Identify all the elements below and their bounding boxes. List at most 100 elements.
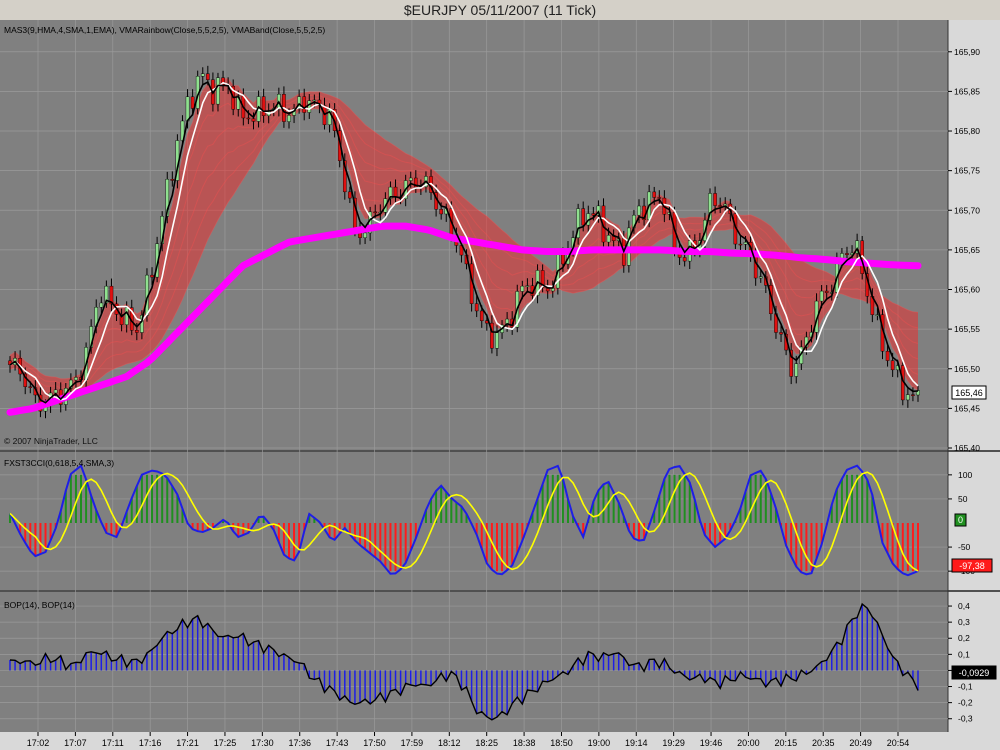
candle-body — [576, 208, 580, 238]
candle-body — [307, 100, 312, 113]
bop-last-badge: -0,0929 — [951, 665, 997, 680]
candle-body — [373, 211, 378, 214]
cci-histogram-bar — [135, 485, 138, 523]
candle-body — [718, 205, 722, 207]
time-tick-label: 18:25 — [475, 738, 498, 748]
candle-body — [916, 390, 920, 396]
candle-body — [236, 95, 241, 110]
candle-body — [342, 160, 347, 193]
candle-body — [251, 118, 256, 122]
candle-body — [713, 193, 717, 206]
cci-histogram-bar — [247, 523, 250, 533]
cci-histogram-bar — [658, 495, 661, 523]
cci-histogram-bar — [638, 523, 641, 541]
cci-histogram-bar — [785, 523, 788, 546]
cci-histogram-bar — [861, 474, 864, 523]
candle-body — [606, 235, 611, 243]
price-tick-label: 165,55 — [954, 324, 980, 334]
price-tick-label: 165,45 — [954, 403, 980, 413]
time-tick-label: 17:11 — [102, 738, 124, 748]
price-panel-label: MAS3(9,HMA,4,SMA,1,EMA), VMARainbow(Clos… — [4, 25, 325, 35]
cci-histogram-bar — [901, 523, 904, 572]
candle-body — [297, 96, 301, 109]
candle-body — [216, 77, 220, 105]
cci-histogram-bar — [298, 523, 301, 552]
bop-tick-label: 0,1 — [958, 649, 970, 659]
cci-histogram-bar — [541, 484, 544, 523]
vma-rainbow-line — [9, 108, 919, 403]
candle-body — [135, 330, 139, 333]
cci-histogram-bar — [455, 502, 458, 523]
cci-histogram-bar — [161, 474, 164, 523]
candle-body — [520, 285, 525, 292]
vma-band-line — [6, 222, 922, 416]
cci-histogram-bar — [125, 511, 128, 523]
time-tick-label: 17:59 — [401, 738, 424, 748]
cci-histogram-bar — [906, 523, 909, 572]
cci-histogram-bar — [445, 491, 448, 523]
time-tick-label: 19:00 — [588, 738, 611, 748]
cci-histogram-bar — [764, 478, 767, 523]
cci-histogram-bar — [840, 478, 843, 523]
cci-histogram-bar — [303, 523, 306, 532]
cci-histogram-bar — [287, 523, 290, 559]
candle-body — [414, 177, 418, 188]
cci-histogram-bar — [759, 474, 762, 523]
cci-histogram-bar — [313, 517, 316, 523]
bop-last-value: -0,0929 — [959, 668, 990, 678]
cci-histogram-bar — [85, 479, 88, 523]
cci-histogram-bar — [49, 523, 52, 541]
candle-body — [408, 177, 413, 181]
candle-body — [708, 193, 712, 221]
cci-histogram-bar — [830, 504, 833, 523]
candle-body — [743, 242, 748, 245]
cci-histogram-bar — [450, 498, 453, 523]
cci-histogram-bar — [917, 523, 919, 572]
candle-body — [490, 322, 494, 349]
cci-histogram-bar — [795, 523, 798, 567]
candle-body — [890, 360, 895, 371]
cci-histogram-bar — [856, 474, 859, 523]
cci-histogram-bar — [440, 485, 443, 523]
candle-body — [525, 285, 530, 287]
cci-tick-label: -50 — [958, 542, 971, 552]
time-tick-label: 18:12 — [438, 738, 461, 748]
cci-histogram-bar — [176, 494, 179, 523]
candle-body — [495, 332, 499, 349]
cci-histogram-bar — [430, 499, 433, 523]
cci-histogram-bar — [866, 479, 869, 523]
candle-body — [657, 197, 662, 199]
vma-rainbow-line — [9, 77, 919, 380]
candle-body — [246, 117, 251, 120]
cci-histogram-bar — [39, 523, 42, 555]
cci-histogram-bar — [911, 523, 914, 572]
candle-body — [200, 73, 205, 77]
cci-histogram-bar — [211, 523, 214, 528]
cci-signal-line — [9, 471, 919, 572]
bop-tick-label: 0,4 — [958, 601, 970, 611]
cci-histogram-bar — [815, 523, 818, 559]
cci-histogram-bar — [709, 523, 712, 542]
cci-histogram-bar — [9, 513, 11, 523]
cci-zero-value: 0 — [958, 515, 963, 525]
cci-histogram-bar — [521, 523, 524, 541]
candle-body — [185, 96, 190, 122]
cci-zero-badge: 0 — [954, 513, 967, 527]
candle-body — [794, 363, 799, 377]
cci-histogram-bar — [810, 523, 813, 572]
cci-histogram-bar — [374, 523, 377, 558]
time-tick-label: 17:50 — [363, 738, 386, 748]
cci-histogram-bar — [191, 523, 194, 530]
candle-body — [99, 302, 104, 308]
cci-histogram-bar — [632, 523, 635, 539]
cci-histogram-bar — [749, 475, 752, 523]
chart-canvas[interactable]: 17:02 17:07 17:11 17:16 17:21 17:25 17:30 17:36… — [0, 20, 1000, 750]
cci-histogram-bar — [475, 523, 478, 535]
cci-histogram-bar — [364, 523, 367, 550]
cci-histogram-bar — [201, 523, 204, 532]
cci-histogram-bar — [790, 523, 793, 557]
price-tick-label: 165,80 — [954, 126, 980, 136]
cci-histogram-bar — [74, 474, 77, 523]
cci-histogram-bar — [582, 523, 585, 537]
cci-histogram-bar — [622, 516, 625, 523]
